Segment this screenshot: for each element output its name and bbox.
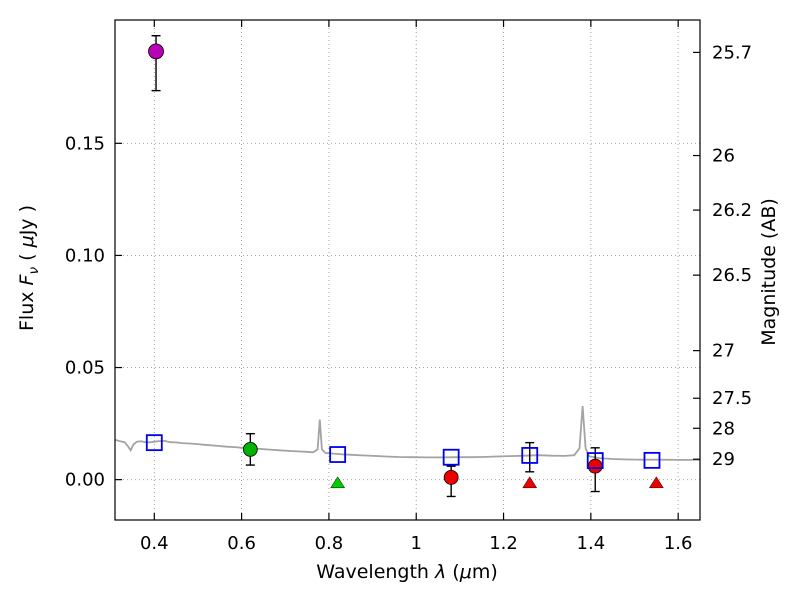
upper-limit-optical-marker bbox=[330, 476, 346, 489]
y-tick-label-left: 0.05 bbox=[65, 358, 105, 379]
plot-data-layer bbox=[115, 34, 700, 498]
upper-limit-nir-marker bbox=[522, 476, 538, 489]
axes-frame bbox=[114, 19, 701, 521]
y-tick-label-right: 25.7 bbox=[712, 42, 752, 63]
model-spectrum bbox=[115, 406, 700, 461]
detection-uv-marker bbox=[148, 43, 164, 60]
x-tick-label: 1 bbox=[411, 533, 422, 554]
x-tick-label: 1.2 bbox=[489, 533, 518, 554]
x-tick-label: 1.6 bbox=[664, 533, 693, 554]
model-photometry-marker bbox=[442, 448, 460, 466]
y-tick-label-right: 28 bbox=[712, 418, 735, 439]
y-tick-label-right: 27 bbox=[712, 341, 735, 362]
model-photometry-marker bbox=[643, 451, 661, 469]
detection-optical-marker bbox=[242, 441, 258, 457]
model-photometry-marker bbox=[329, 446, 347, 463]
model-photometry-marker bbox=[521, 447, 539, 464]
y-axis-label-left: Flux Fν ( μJy ) bbox=[16, 204, 42, 332]
x-tick-label: 0.6 bbox=[227, 533, 256, 554]
model-photometry-marker bbox=[586, 452, 604, 469]
x-tick-label: 0.8 bbox=[315, 533, 344, 554]
model-photometry-marker bbox=[145, 434, 163, 452]
y-tick-label-right: 26 bbox=[712, 146, 735, 167]
y-axis-label-right: Magnitude (AB) bbox=[758, 198, 780, 346]
detection-nir-marker bbox=[587, 458, 603, 474]
y-tick-label-left: 0.15 bbox=[65, 133, 105, 154]
y-tick-label-right: 27.5 bbox=[712, 388, 752, 409]
y-tick-label-right: 29 bbox=[712, 449, 735, 470]
x-axis-label: Wavelength λ (μm) bbox=[316, 561, 498, 583]
x-tick-label: 0.4 bbox=[140, 533, 169, 554]
upper-limit-nir-marker bbox=[648, 476, 664, 489]
y-tick-label-left: 0.00 bbox=[65, 470, 105, 491]
x-tick-label: 1.4 bbox=[577, 533, 606, 554]
y-tick-label-left: 0.10 bbox=[65, 245, 105, 266]
y-tick-label-right: 26.2 bbox=[712, 200, 752, 221]
detection-nir-marker bbox=[443, 469, 459, 485]
y-tick-label-right: 26.5 bbox=[712, 265, 752, 286]
